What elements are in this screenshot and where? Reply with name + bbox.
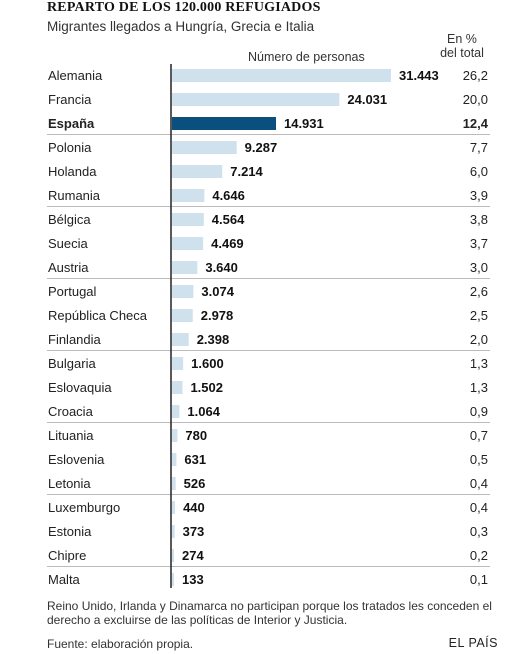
percent-label: 0,2 <box>470 548 488 563</box>
value-label: 9.287 <box>245 140 278 155</box>
category-label: Holanda <box>48 164 97 179</box>
category-label: República Checa <box>48 308 148 323</box>
category-label: Eslovenia <box>48 452 105 467</box>
category-label: Eslovaquia <box>48 380 112 395</box>
category-label: Chipre <box>48 548 86 563</box>
percent-label: 0,3 <box>470 524 488 539</box>
percent-label: 1,3 <box>470 356 488 371</box>
category-label: Portugal <box>48 284 97 299</box>
bar <box>172 93 340 106</box>
percent-label: 6,0 <box>470 164 488 179</box>
category-label: Suecia <box>48 236 89 251</box>
bar <box>172 525 175 538</box>
percent-header-line1: En % <box>447 32 477 46</box>
value-label: 1.064 <box>187 404 220 419</box>
percent-header-line2: del total <box>440 46 484 60</box>
category-label: Lituania <box>48 428 94 443</box>
bar <box>172 141 237 154</box>
measure-label: Número de personas <box>248 50 365 64</box>
value-label: 133 <box>182 572 204 587</box>
footnote: Reino Unido, Irlanda y Dinamarca no part… <box>47 599 492 627</box>
percent-label: 26,2 <box>463 68 488 83</box>
category-label: Letonia <box>48 476 91 491</box>
bar <box>172 333 189 346</box>
percent-label: 0,9 <box>470 404 488 419</box>
category-label: Bélgica <box>48 212 91 227</box>
bar <box>172 405 180 418</box>
bar <box>172 189 205 202</box>
bar <box>172 261 198 274</box>
category-label: Polonia <box>48 140 92 155</box>
category-label: España <box>48 116 95 131</box>
value-label: 24.031 <box>347 92 387 107</box>
value-label: 4.469 <box>211 236 244 251</box>
bar <box>172 501 176 514</box>
category-label: Bulgaria <box>48 356 96 371</box>
value-label: 440 <box>183 500 205 515</box>
percent-label: 20,0 <box>463 92 488 107</box>
percent-header: En % del total <box>432 32 492 60</box>
percent-label: 12,4 <box>463 116 489 131</box>
category-label: Malta <box>48 572 81 587</box>
percent-label: 3,9 <box>470 188 488 203</box>
value-label: 3.640 <box>205 260 238 275</box>
bar <box>172 237 204 250</box>
category-label: Croacia <box>48 404 94 419</box>
percent-label: 0,1 <box>470 572 488 587</box>
bar <box>172 357 184 370</box>
value-label: 31.443 <box>399 68 439 83</box>
chart-title: REPARTO DE LOS 120.000 REFUGIADOS <box>47 0 321 15</box>
value-label: 3.074 <box>201 284 234 299</box>
bar <box>172 453 177 466</box>
bar <box>172 69 391 82</box>
category-label: Francia <box>48 92 92 107</box>
percent-label: 0,5 <box>470 452 488 467</box>
value-label: 2.398 <box>197 332 230 347</box>
category-label: Finlandia <box>48 332 102 347</box>
percent-label: 0,7 <box>470 428 488 443</box>
category-label: Alemania <box>48 68 103 83</box>
percent-label: 2,6 <box>470 284 488 299</box>
value-label: 1.502 <box>190 380 223 395</box>
bar <box>172 477 176 490</box>
percent-label: 0,4 <box>470 500 488 515</box>
category-label: Estonia <box>48 524 92 539</box>
category-label: Rumania <box>48 188 101 203</box>
bar <box>172 309 193 322</box>
value-label: 631 <box>184 452 206 467</box>
bar <box>172 213 204 226</box>
bar <box>172 429 178 442</box>
category-label: Austria <box>48 260 89 275</box>
percent-label: 3,0 <box>470 260 488 275</box>
percent-label: 7,7 <box>470 140 488 155</box>
value-label: 1.600 <box>191 356 224 371</box>
percent-label: 3,7 <box>470 236 488 251</box>
value-label: 14.931 <box>284 116 324 131</box>
value-label: 4.646 <box>212 188 245 203</box>
percent-label: 2,0 <box>470 332 488 347</box>
value-label: 780 <box>185 428 207 443</box>
bar <box>172 285 194 298</box>
value-label: 274 <box>182 548 204 563</box>
value-label: 7.214 <box>230 164 263 179</box>
percent-label: 1,3 <box>470 380 488 395</box>
percent-label: 2,5 <box>470 308 488 323</box>
value-label: 526 <box>184 476 206 491</box>
value-label: 4.564 <box>212 212 245 227</box>
percent-label: 0,4 <box>470 476 488 491</box>
bar <box>172 573 174 586</box>
value-label: 373 <box>183 524 205 539</box>
bar <box>172 117 276 130</box>
bar <box>172 549 174 562</box>
bar <box>172 381 183 394</box>
brand-logo: EL PAÍS <box>448 636 498 650</box>
chart-subtitle: Migrantes llegados a Hungría, Grecia e I… <box>47 19 315 34</box>
source-note: Fuente: elaboración propia. <box>47 637 194 651</box>
value-label: 2.978 <box>201 308 234 323</box>
percent-label: 3,8 <box>470 212 488 227</box>
category-label: Luxemburgo <box>48 500 120 515</box>
bar <box>172 165 223 178</box>
